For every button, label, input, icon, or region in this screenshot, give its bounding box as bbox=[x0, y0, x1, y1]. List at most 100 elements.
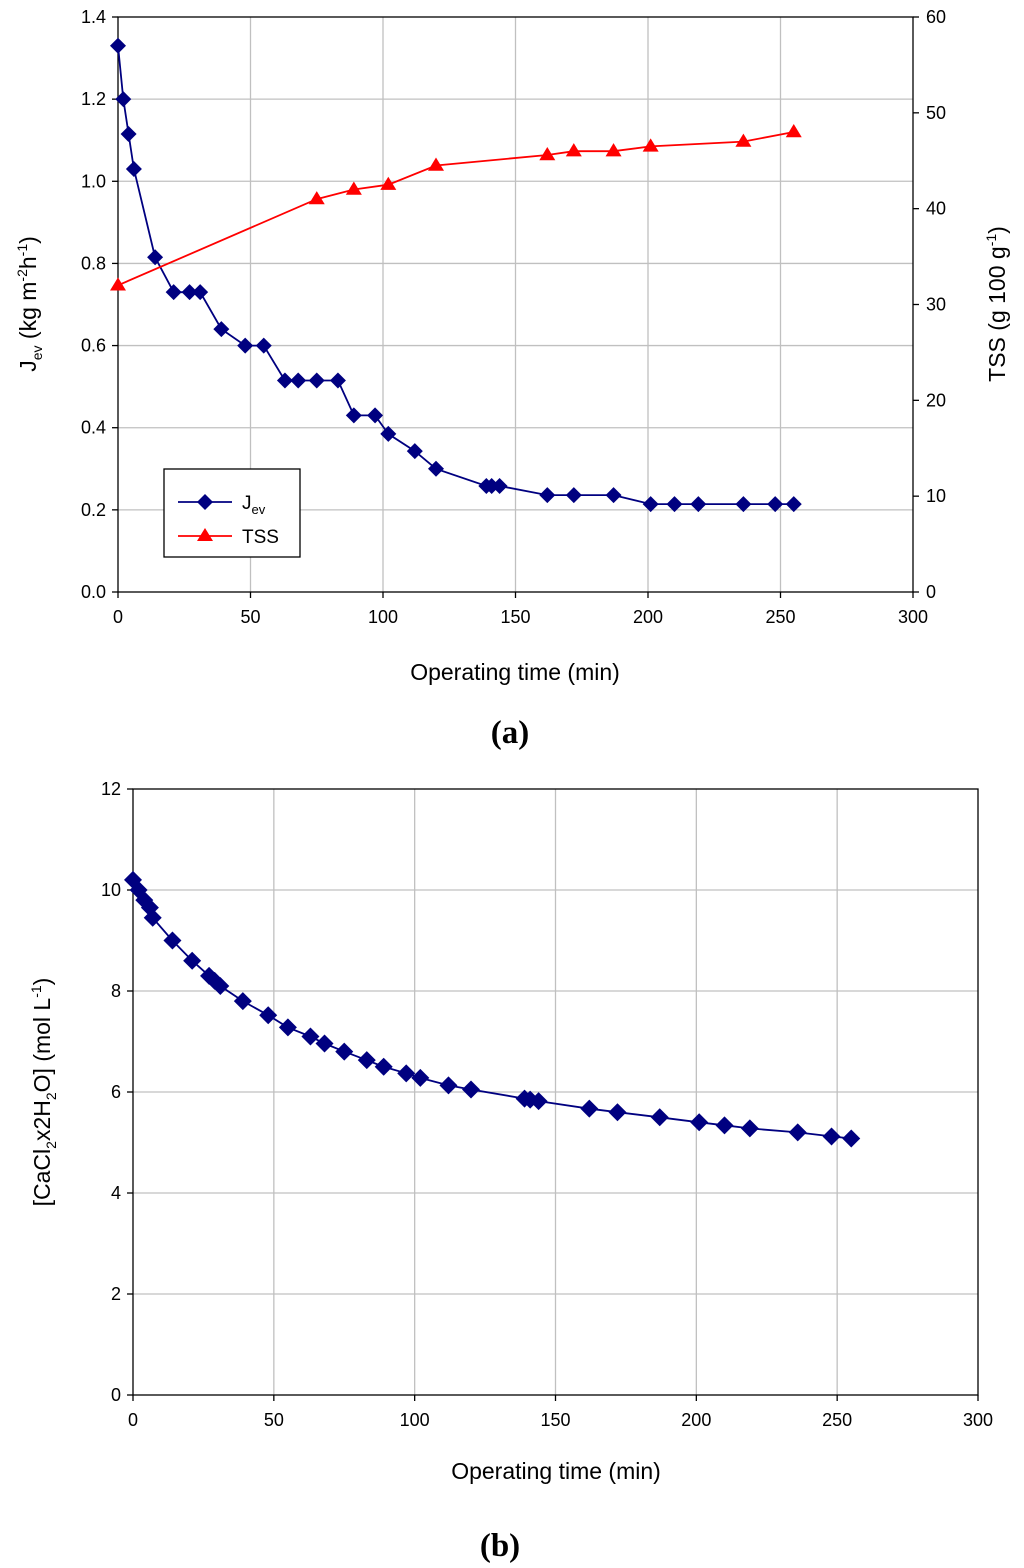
panel-a-close: ) bbox=[518, 715, 529, 751]
series-cacl2x2h2o-point bbox=[650, 1108, 669, 1127]
y-tick-label: 0.4 bbox=[81, 418, 106, 438]
y-tick-label: 0.0 bbox=[81, 582, 106, 602]
chart-b-y-axis-title-p1: [CaCl bbox=[29, 1149, 55, 1207]
chart-a-series bbox=[110, 37, 802, 513]
chart-b-grid bbox=[133, 789, 978, 1395]
chart-a-y-axis-title-exp1: -2 bbox=[14, 269, 30, 282]
y-tick-label: 1.4 bbox=[81, 7, 106, 27]
chart-a-y-axis-title-unit: (kg m bbox=[15, 282, 41, 346]
chart-b-y-axis-title-s2: 2 bbox=[43, 1092, 59, 1100]
chart-a-legend: Jev TSS bbox=[163, 468, 301, 558]
series-cacl2x2h2o-point bbox=[335, 1042, 354, 1061]
panel-b-letter: b bbox=[491, 1528, 509, 1564]
y2-tick-label: 30 bbox=[926, 295, 946, 315]
x-tick-label: 200 bbox=[633, 607, 663, 627]
panel-b-open: ( bbox=[480, 1528, 491, 1564]
x-tick-label: 100 bbox=[400, 1410, 430, 1430]
y2-tick-label: 20 bbox=[926, 390, 946, 410]
series-cacl2x2h2o-point bbox=[397, 1064, 416, 1083]
panel-a-label: (a) bbox=[491, 715, 530, 751]
chart-a-y-ticks: 0.0 0.2 0.4 0.6 0.8 1.0 1.2 1.4 bbox=[81, 7, 118, 602]
chart-a-y2-ticks: 0 10 20 30 40 50 60 bbox=[913, 7, 946, 602]
series-jev-point bbox=[165, 284, 182, 301]
series-jev-point bbox=[345, 407, 362, 424]
series-cacl2x2h2o-point bbox=[608, 1103, 627, 1122]
chart-a-y-axis-title-main: J bbox=[15, 360, 41, 372]
series-jev-point bbox=[192, 284, 209, 301]
series-tss-point bbox=[308, 191, 325, 205]
series-jev-point bbox=[181, 284, 198, 301]
x-tick-label: 100 bbox=[368, 607, 398, 627]
y2-tick-label: 50 bbox=[926, 103, 946, 123]
y-tick-label: 1.2 bbox=[81, 89, 106, 109]
y-tick-label: 10 bbox=[101, 880, 121, 900]
chart-a-y2-axis-title-exp: -1 bbox=[983, 234, 999, 247]
x-tick-label: 50 bbox=[240, 607, 260, 627]
y-tick-label: 0 bbox=[111, 1385, 121, 1405]
series-cacl2x2h2o-point bbox=[233, 992, 252, 1011]
chart-b-y-axis-title-p2: x2H bbox=[29, 1100, 55, 1141]
series-cacl2x2h2o-point bbox=[374, 1057, 393, 1076]
series-tss-point bbox=[642, 138, 659, 152]
series-jev-point bbox=[147, 249, 164, 266]
series-tss-point bbox=[539, 147, 556, 161]
x-tick-label: 150 bbox=[500, 607, 530, 627]
series-jev-point bbox=[367, 407, 384, 424]
x-tick-label: 300 bbox=[898, 607, 928, 627]
x-tick-label: 250 bbox=[822, 1410, 852, 1430]
series-jev-point bbox=[237, 337, 254, 354]
series-cacl2x2h2o-point bbox=[580, 1099, 599, 1118]
series-cacl2x2h2o-point bbox=[822, 1127, 841, 1146]
chart-a: 0 50 100 150 200 250 300 0.00.20.40.60.81.01.2… bbox=[14, 7, 1010, 751]
y-tick-label: 0.2 bbox=[81, 500, 106, 520]
chart-b: 0 50 100 150 200 250 300 0 2 4 6 8 10 12 Operating t… bbox=[28, 779, 993, 1564]
series-cacl2x2h2o-point bbox=[278, 1018, 297, 1037]
series-cacl2x2h2o-line bbox=[132, 879, 852, 1140]
legend-tss-label: TSS bbox=[242, 527, 279, 548]
chart-a-y2-axis-title-main: TSS (g 100 g bbox=[984, 246, 1010, 382]
series-jev-point bbox=[735, 496, 752, 513]
y2-tick-label: 0 bbox=[926, 582, 936, 602]
series-jev-point bbox=[290, 372, 307, 389]
chart-a-y2-axis-title-close: ) bbox=[984, 226, 1010, 234]
x-tick-label: 300 bbox=[963, 1410, 993, 1430]
y-tick-label: 8 bbox=[111, 981, 121, 1001]
series-jev-point bbox=[491, 478, 508, 495]
series-jev-point bbox=[125, 160, 142, 177]
series-jev-point bbox=[329, 372, 346, 389]
chart-b-x-ticks: 0 50 100 150 200 250 300 bbox=[128, 1395, 993, 1430]
chart-b-y-axis-title: [CaCl2x2H2O] (mol L-1) bbox=[28, 978, 59, 1207]
series-jev-point bbox=[255, 337, 272, 354]
chart-b-y-axis-title-e: -1 bbox=[28, 985, 44, 998]
series-jev-point bbox=[539, 487, 556, 504]
panel-a-letter: a bbox=[502, 715, 519, 751]
series-jev-point bbox=[380, 425, 397, 442]
series-cacl2x2h2o-point bbox=[529, 1092, 548, 1111]
series-cacl2x2h2o-point bbox=[740, 1119, 759, 1138]
x-tick-label: 0 bbox=[128, 1410, 138, 1430]
series-jev-point bbox=[642, 496, 659, 513]
series-cacl2x2h2o-point bbox=[211, 976, 230, 995]
chart-a-x-axis-title: Operating time (min) bbox=[410, 659, 620, 685]
series-cacl2x2h2o-point bbox=[462, 1080, 480, 1099]
chart-a-y2-axis-title: TSS (g 100 g-1) bbox=[983, 226, 1010, 382]
series-jev-point bbox=[767, 496, 784, 513]
series-cacl2x2h2o-point bbox=[301, 1027, 320, 1046]
series-tss-point bbox=[428, 157, 444, 171]
series-tss-point bbox=[565, 143, 582, 157]
chart-a-x-ticks: 0 50 100 150 200 250 300 bbox=[113, 592, 928, 627]
series-cacl2x2h2o-point bbox=[183, 951, 202, 970]
panel-a-open: ( bbox=[491, 715, 502, 751]
chart-a-y-axis-title-h: h bbox=[15, 256, 41, 269]
panel-b-close: ) bbox=[509, 1528, 520, 1564]
series-jev-point bbox=[110, 37, 126, 54]
y2-tick-label: 60 bbox=[926, 7, 946, 27]
series-jev-point bbox=[690, 496, 707, 513]
legend-jev-label: Jev bbox=[242, 493, 266, 517]
series-jev-point bbox=[785, 496, 802, 513]
legend-jev-sub: ev bbox=[252, 502, 266, 517]
legend-jev-main: J bbox=[242, 493, 252, 514]
series-tss-point bbox=[345, 181, 362, 195]
series-cacl2x2h2o-point bbox=[842, 1129, 861, 1148]
